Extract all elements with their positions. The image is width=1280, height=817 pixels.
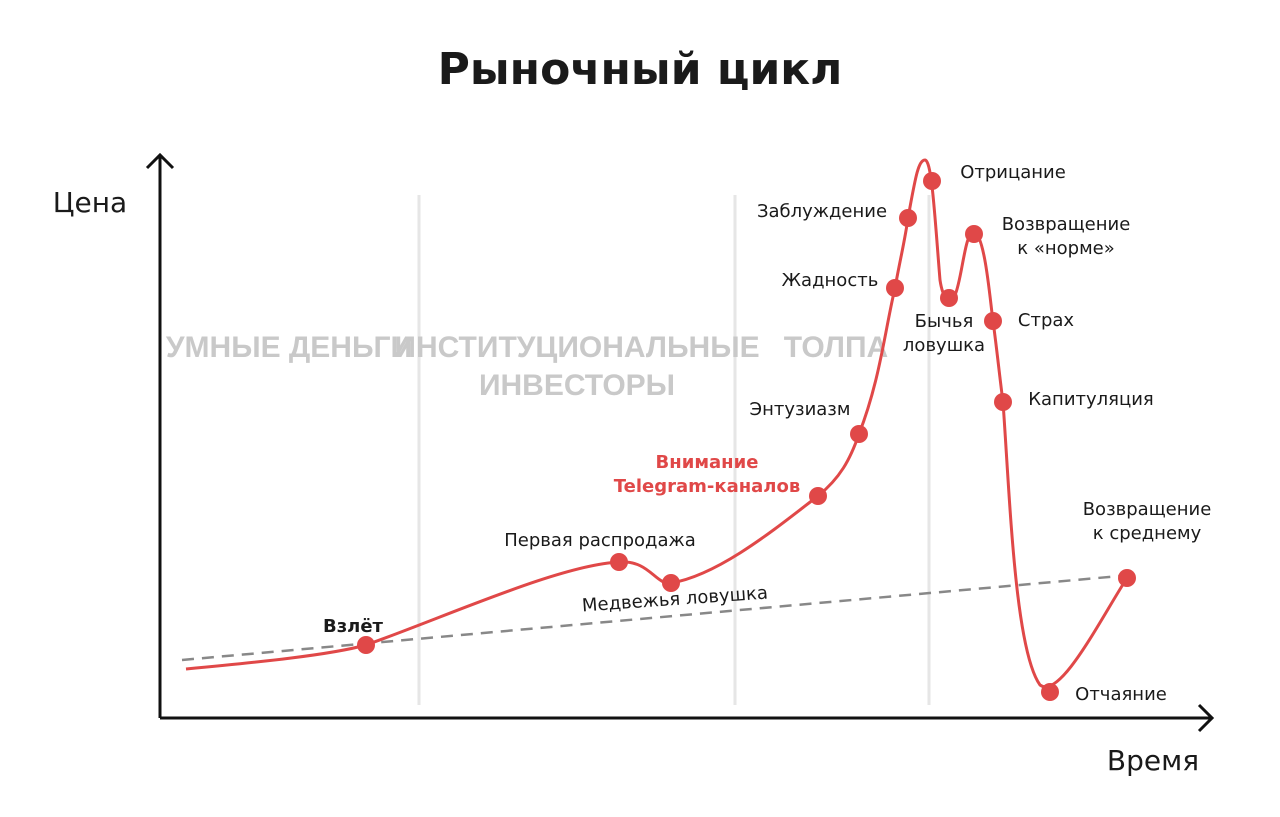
stage-dot [357,636,375,654]
phase-label: ТОЛПА [784,331,888,364]
stage-label: к «норме» [1017,238,1114,259]
stage-label: Жадность [782,270,879,291]
stage-label: Возвращение [1083,499,1212,520]
stage-label: Энтузиазм [750,399,851,420]
stage-dot [984,312,1002,330]
stage-dot [809,487,827,505]
phase-label: ИНСТИТУЦИОНАЛЬНЫЕ [394,331,759,364]
stage-label: Возвращение [1002,214,1131,235]
stage-label: ловушка [903,335,985,356]
stage-dot [994,393,1012,411]
stage-label: Первая распродажа [504,530,696,551]
stage-label: Отрицание [960,162,1066,183]
stage-label: Капитуляция [1028,389,1154,410]
stage-dot [886,279,904,297]
phase-dividers [417,195,931,705]
y-axis-label: Цена [53,186,127,219]
stage-dot [899,209,917,227]
stage-label: к среднему [1093,523,1202,544]
stage-dot [1041,683,1059,701]
stage-label: Заблуждение [757,201,887,222]
stage-label: Страх [1018,310,1075,331]
stage-dot [610,553,628,571]
stage-dot [965,225,983,243]
stage-label: Отчаяние [1075,684,1167,705]
axes [145,152,1215,733]
stage-label: Внимание [656,452,759,473]
stage-dot [662,574,680,592]
stage-dot [923,172,941,190]
stage-dot [850,425,868,443]
stage-label: Telegram-каналов [614,476,801,497]
stage-label: Взлёт [323,616,384,637]
x-axis-label: Время [1107,744,1199,777]
phase-label: УМНЫЕ ДЕНЬГИ [166,331,412,364]
phase-label: ИНВЕСТОРЫ [479,369,675,402]
trend-line [181,574,1121,662]
stage-dot [940,289,958,307]
stage-label: Бычья [915,311,974,332]
stage-dot [1118,569,1136,587]
title: Рыночный цикл [438,44,843,95]
